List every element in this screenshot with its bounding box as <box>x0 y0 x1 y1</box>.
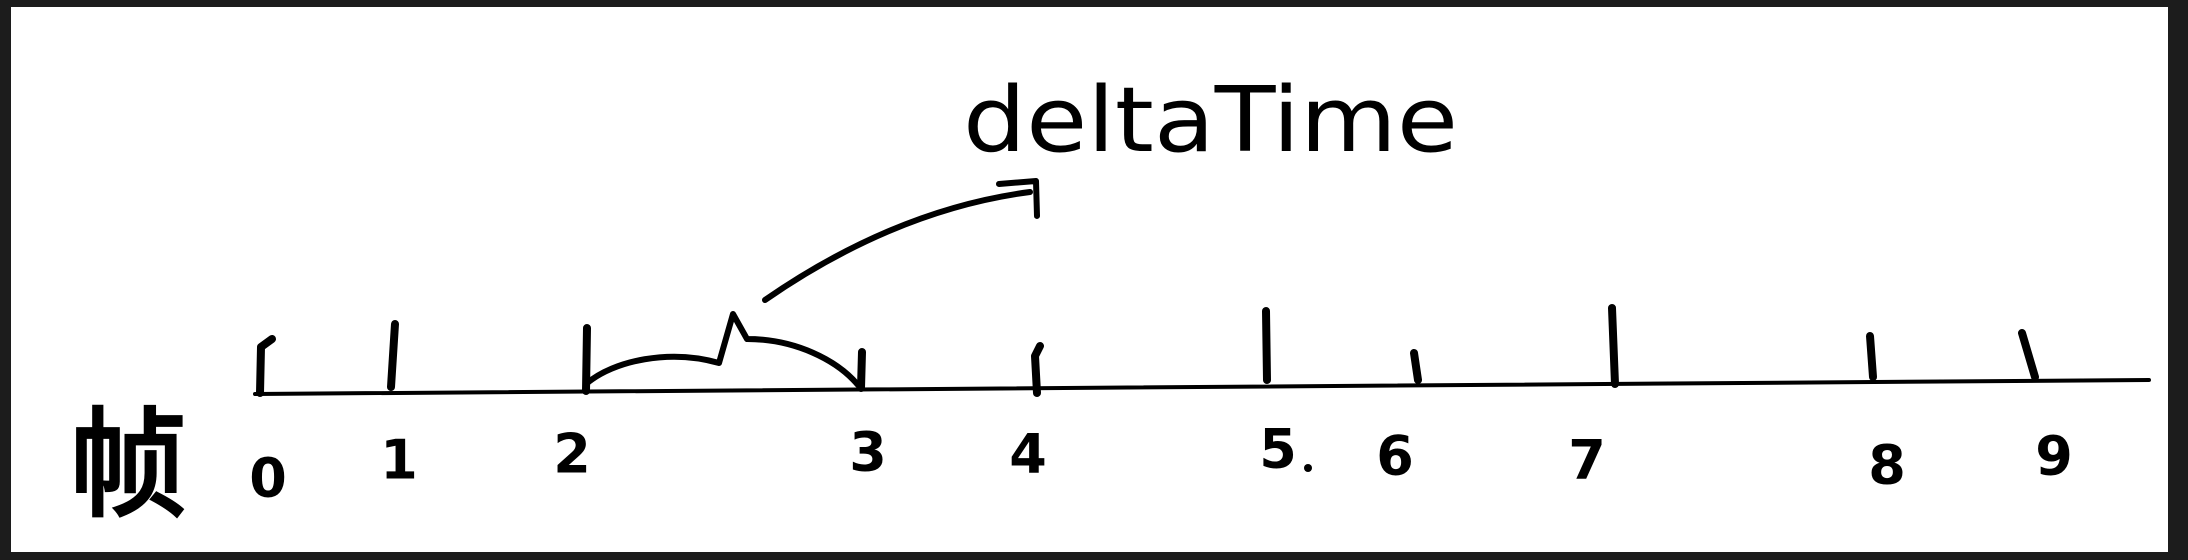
axis-line <box>253 378 2151 396</box>
tick-mark-1 <box>387 320 399 391</box>
tick-label-5: 5 <box>1259 418 1297 481</box>
tick-mark-5 <box>1262 307 1271 384</box>
tick-label-3: 3 <box>849 421 887 484</box>
tick-mark-4 <box>1031 342 1044 397</box>
tick-label-9: 9 <box>2035 425 2073 488</box>
tick-mark-7 <box>1608 304 1619 388</box>
delta-time-annotation: deltaTime <box>963 68 1458 173</box>
tick-mark-6 <box>1410 349 1422 384</box>
drawing-surface <box>11 7 2168 552</box>
tick-label-1: 1 <box>380 429 418 492</box>
interval-brace <box>583 311 861 388</box>
tick-label-8: 8 <box>1868 434 1906 497</box>
tick-label-0: 0 <box>249 447 287 510</box>
tick-label-4: 4 <box>1009 423 1047 486</box>
tick-label-7: 7 <box>1568 429 1606 492</box>
tick-mark-0 <box>256 335 276 397</box>
stray-ink-dot <box>1304 464 1312 472</box>
tick-mark-9 <box>2018 329 2039 381</box>
tick-mark-3 <box>857 348 866 392</box>
tick-mark-8 <box>1866 332 1877 381</box>
tick-label-6: 6 <box>1376 425 1414 488</box>
annotation-arrow-head <box>996 178 1040 219</box>
axis-label: 帧 <box>69 396 187 534</box>
tick-label-2: 2 <box>553 423 591 486</box>
annotation-arrow-shaft <box>762 189 1033 303</box>
